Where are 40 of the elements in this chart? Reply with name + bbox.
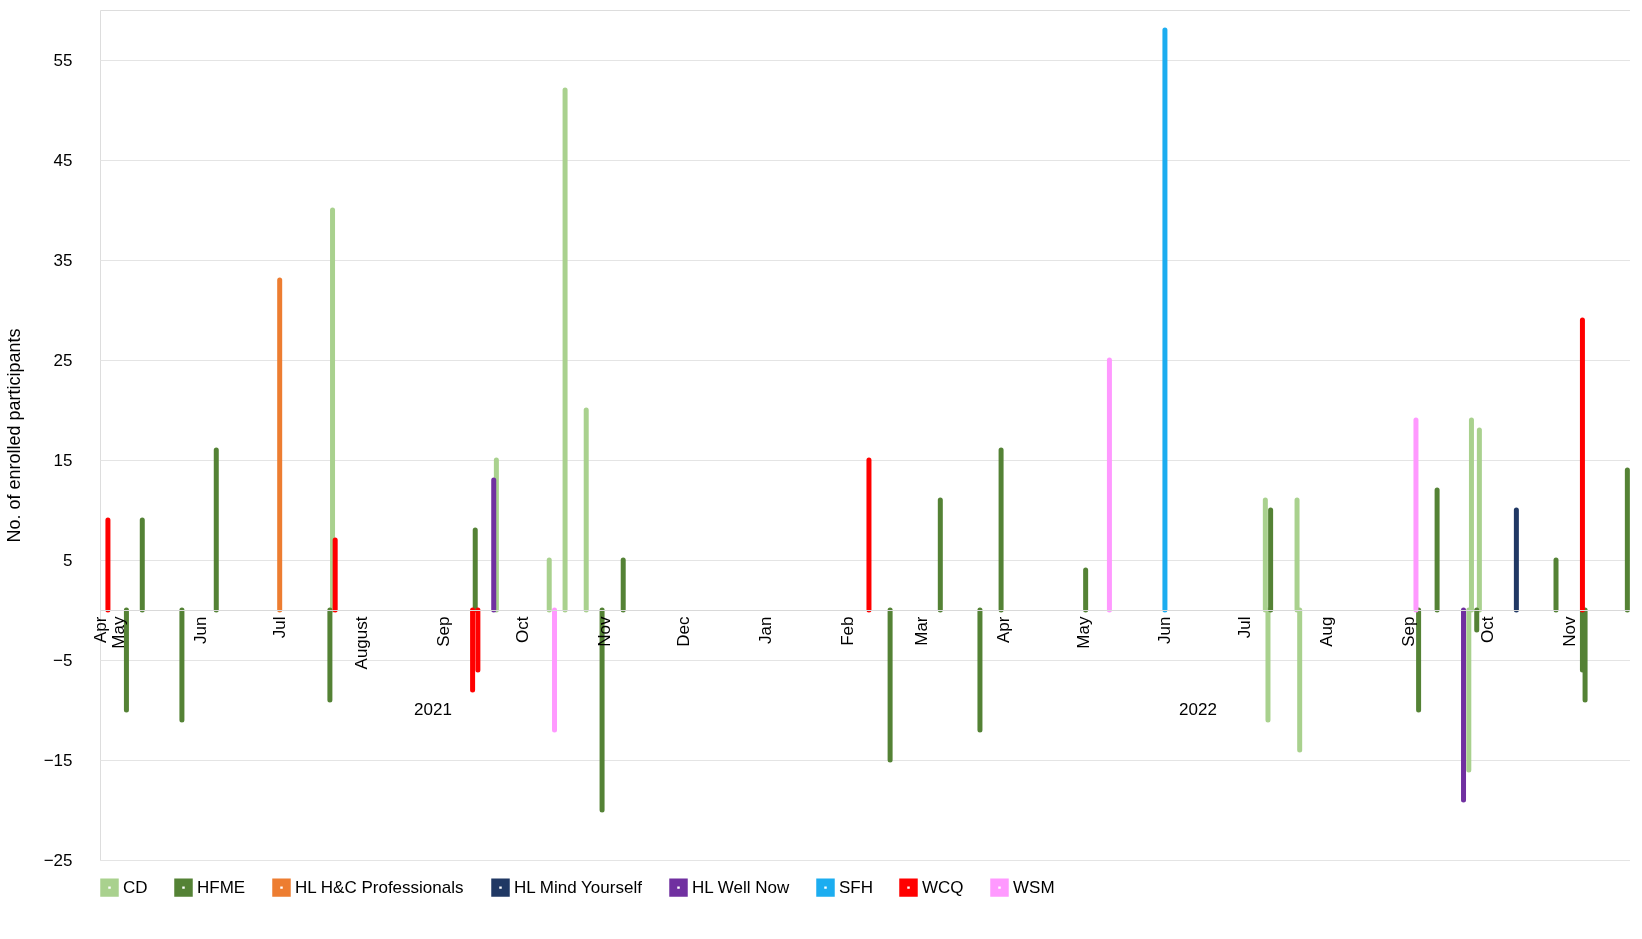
x-tick-label: Jul (270, 616, 290, 639)
y-tick-label: 55 (53, 50, 73, 70)
x-tick-label: Apr (90, 616, 110, 643)
y-tick-label: −15 (43, 750, 73, 770)
y-tick-label: 5 (63, 550, 73, 570)
y-axis-title: No. of enrolled participants (3, 328, 24, 543)
x-tick-label: Feb (838, 616, 858, 646)
annotation: 2021 (414, 700, 452, 719)
y-tick-label: 35 (53, 250, 73, 270)
legend-label: WSM (1013, 877, 1055, 897)
x-tick-label: August (352, 616, 372, 670)
legend-label: WCQ (922, 877, 964, 897)
x-tick-label: Dec (674, 616, 694, 647)
x-tick-label: May (109, 616, 128, 649)
x-tick-label: Nov (1559, 616, 1579, 647)
x-tick-label: Mar (912, 616, 932, 646)
x-tick-label: Oct (513, 616, 533, 643)
legend-label: SFH (839, 877, 873, 897)
annotation: 2022 (1179, 700, 1217, 719)
y-tick-label: 15 (53, 450, 73, 470)
x-tick-label: Jun (190, 616, 210, 644)
x-tick-label: Nov (595, 616, 615, 647)
y-tick-label: −25 (43, 850, 73, 870)
x-tick-label: Sep (1398, 616, 1418, 647)
legend-label: HFME (197, 877, 246, 897)
x-tick-label: Jun (1155, 616, 1175, 644)
x-tick-label: May (1073, 616, 1093, 649)
legend-label: HL Mind Yourself (514, 877, 643, 897)
x-tick-label: Oct (1477, 616, 1497, 643)
x-tick-label: Sep (434, 616, 454, 647)
legend-label: HL Well Now (692, 877, 791, 897)
x-tick-label: Apr (994, 616, 1014, 643)
legend-label: CD (123, 877, 148, 897)
legend-label: HL H&C Professionals (295, 877, 464, 897)
y-tick-label: 45 (53, 150, 73, 170)
y-tick-label: −5 (53, 650, 73, 670)
y-tick-label: 25 (53, 350, 73, 370)
x-tick-label: Jan (756, 616, 776, 644)
x-tick-label: Aug (1316, 616, 1336, 647)
x-tick-label: Jul (1234, 616, 1254, 639)
